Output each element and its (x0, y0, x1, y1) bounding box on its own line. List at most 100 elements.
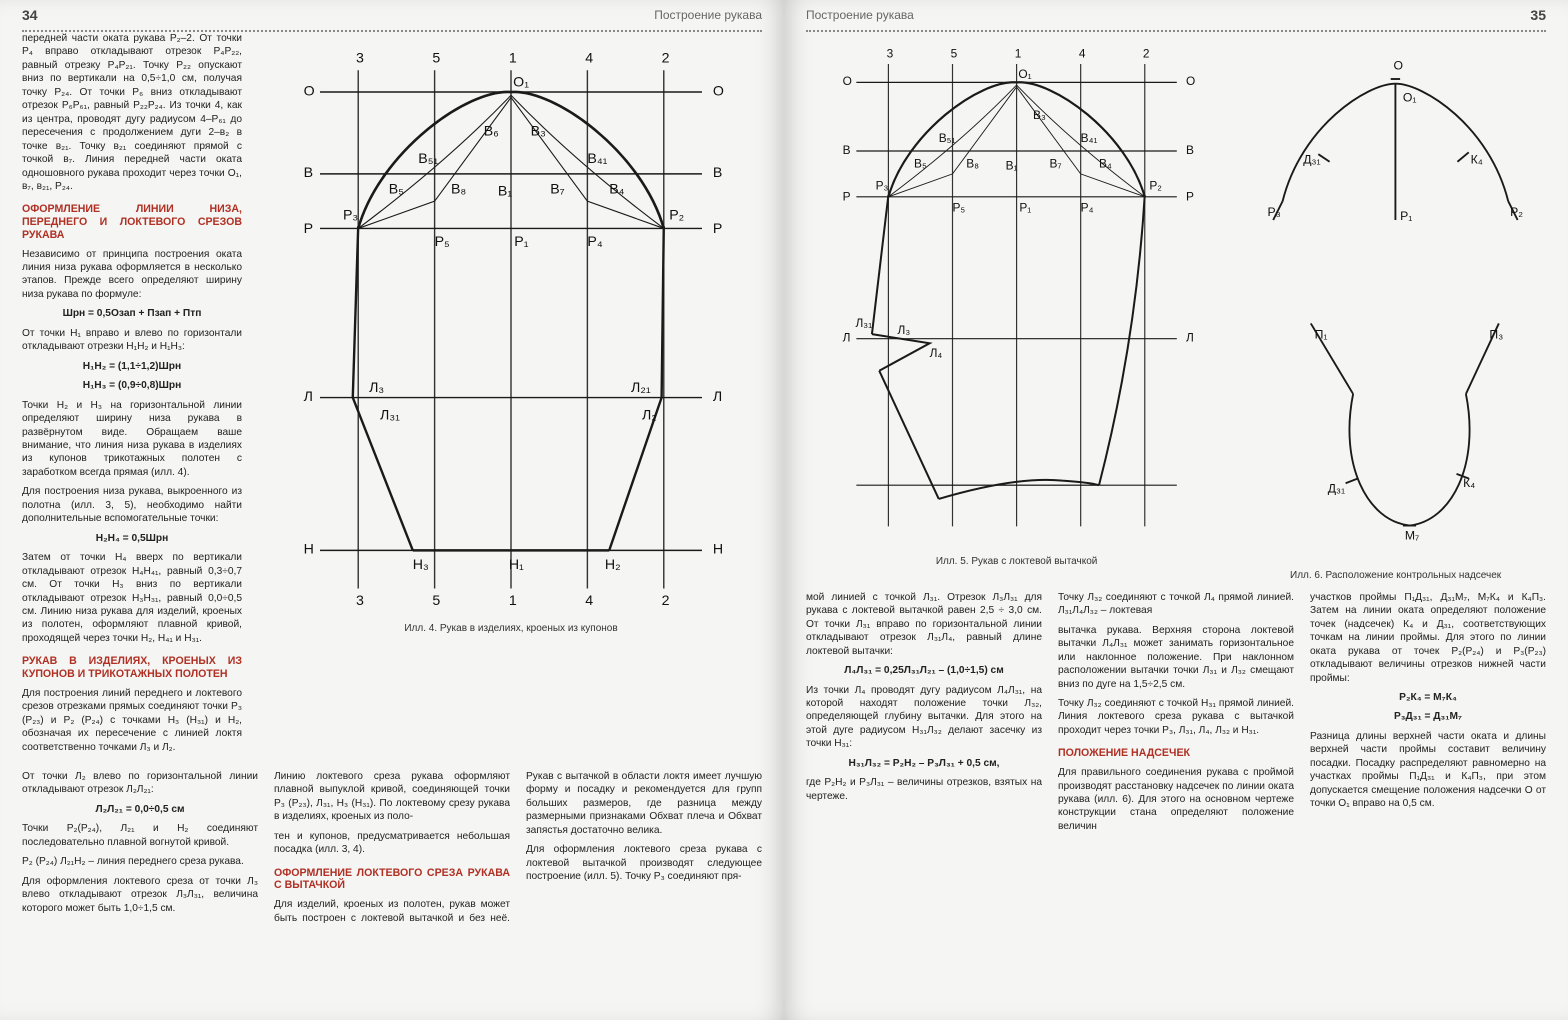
formula: Шрн = 0,5Озап + Пзап + Птп (22, 307, 242, 320)
para: Разница длины верхней части оката и длин… (1310, 730, 1546, 811)
svg-text:В₇: В₇ (550, 182, 564, 198)
para: Линию локтевого среза рукава оформляют п… (274, 770, 510, 824)
svg-text:В₈: В₈ (966, 157, 979, 171)
formula: Н₂Н₄ = 0,5Шрн (22, 532, 242, 545)
svg-text:Р₂: Р₂ (1510, 205, 1523, 219)
svg-text:Р₂: Р₂ (669, 208, 684, 224)
svg-text:В₅₁: В₅₁ (418, 151, 438, 167)
svg-text:В: В (713, 165, 722, 181)
svg-text:Р₄: Р₄ (1081, 200, 1094, 214)
svg-text:Р: Р (843, 189, 851, 203)
svg-text:5: 5 (951, 47, 958, 61)
svg-text:О₁: О₁ (1018, 67, 1031, 81)
para: Для оформления локтевого среза рукава с … (526, 843, 762, 883)
svg-text:Н: Н (713, 542, 723, 558)
svg-text:В₈: В₈ (451, 182, 466, 198)
svg-text:Р₂: Р₂ (1149, 178, 1162, 192)
para: Точку Л₃₂ соединяют с точкой Н₃₁ прямой … (1058, 697, 1294, 737)
svg-text:Р₅: Р₅ (952, 200, 965, 214)
svg-text:В₁: В₁ (498, 184, 512, 200)
svg-text:В₇: В₇ (1050, 157, 1062, 171)
para: Для построения низа рукава, выкроенного … (22, 485, 242, 525)
svg-text:5: 5 (432, 593, 440, 609)
para: Независимо от принципа построения оката … (22, 248, 242, 302)
svg-text:Л₂₁: Л₂₁ (631, 380, 651, 396)
svg-text:Д₃₁: Д₃₁ (1328, 482, 1345, 496)
svg-text:Р: Р (304, 221, 313, 237)
svg-text:Р₁: Р₁ (1400, 209, 1412, 223)
svg-text:Н₁: Н₁ (509, 557, 524, 573)
para: От точки Н₁ вправо и влево по горизонтал… (22, 327, 242, 354)
svg-text:Р₄: Р₄ (587, 234, 602, 250)
para: где Р₂Н₂ и Р₃Л₃₁ – величины отрезков, вз… (806, 776, 1042, 803)
svg-text:Л₃₁: Л₃₁ (855, 316, 872, 330)
formula: Н₁Н₂ = (1,1÷1,2)Шрн (22, 360, 242, 373)
svg-text:2: 2 (1143, 47, 1150, 61)
svg-text:Л₃: Л₃ (898, 323, 911, 337)
svg-text:Р₃: Р₃ (876, 178, 889, 192)
svg-text:В₄₁: В₄₁ (1081, 131, 1098, 145)
svg-text:Л₃₁: Л₃₁ (380, 407, 400, 423)
svg-text:В₄: В₄ (1099, 157, 1112, 171)
svg-text:В₅: В₅ (914, 157, 927, 171)
formula: Р₃Д₃₁ = Д₃₁М₇ (1310, 710, 1546, 723)
illustration-6: ОО₁ Д₃₁К₄ Р₃Р₂ Р₁ П₁П₃ Д₃₁К₄ М₇ Илл. 6. … (1245, 32, 1546, 581)
svg-text:О: О (1394, 59, 1404, 73)
svg-text:Н₂: Н₂ (605, 557, 621, 573)
svg-text:4: 4 (585, 593, 593, 609)
svg-text:В₅: В₅ (389, 182, 404, 198)
svg-text:О: О (1186, 74, 1195, 88)
left-column: передней части оката рукава Р₂–2. От точ… (22, 32, 242, 760)
svg-text:Л₂: Л₂ (642, 407, 657, 423)
heading: ОФОРМЛЕНИЕ ЛОКТЕВОГО СРЕЗА РУКАВА С ВЫТА… (274, 867, 510, 892)
para: участков проймы П₁Д₃₁, Д₃₁М₇, М₇К₄ и К₄П… (1310, 591, 1546, 685)
svg-text:2: 2 (662, 593, 670, 609)
page-number: 34 (22, 7, 38, 23)
para: Р₂ (Р₂₄) Л₂₁Н₂ – линия переднего среза р… (22, 855, 258, 868)
svg-text:Р₃: Р₃ (1268, 205, 1281, 219)
formula: Л₂Л₂₁ = 0,0÷0,5 см (22, 803, 258, 816)
svg-text:П₁: П₁ (1315, 327, 1328, 341)
svg-text:Н₃: Н₃ (413, 557, 429, 573)
svg-text:Л: Л (1186, 330, 1194, 344)
svg-text:Р₅: Р₅ (435, 234, 450, 250)
page-left: 34 Построение рукава передней части окат… (0, 0, 784, 1020)
svg-text:В₄₁: В₄₁ (587, 151, 607, 167)
svg-text:К₄: К₄ (1471, 153, 1483, 167)
svg-text:1: 1 (509, 593, 517, 609)
page-right: Построение рукава 35 (784, 0, 1568, 1020)
heading: ОФОРМЛЕНИЕ ЛИНИИ НИЗА, ПЕРЕДНЕГО И ЛОКТЕ… (22, 203, 242, 241)
svg-text:2: 2 (662, 51, 670, 67)
formula: Р₂К₄ = М₇К₄ (1310, 691, 1546, 704)
running-head-left: 34 Построение рукава (22, 0, 762, 32)
formula: Л₄Л₃₁ = 0,25Л₃₁Л₂₁ – (1,0÷1,5) см (806, 664, 1042, 677)
svg-text:В: В (843, 143, 851, 157)
svg-text:4: 4 (1079, 47, 1086, 61)
formula: Н₃₁Л₃₂ = Р₂Н₂ – Р₃Л₃₁ + 0,5 см, (806, 757, 1042, 770)
svg-text:Л: Л (304, 389, 313, 405)
svg-text:Р: Р (713, 221, 722, 237)
svg-text:3: 3 (356, 51, 364, 67)
caption-ill4: Илл. 4. Рукав в изделиях, кроеных из куп… (404, 623, 617, 634)
svg-text:В: В (1186, 143, 1194, 157)
para: Затем от точки Н₄ вверх по вертикали отк… (22, 551, 242, 645)
svg-text:О: О (713, 83, 724, 99)
svg-text:Р₁: Р₁ (514, 234, 528, 250)
svg-text:П₃: П₃ (1490, 327, 1504, 341)
svg-text:В₃: В₃ (531, 124, 546, 140)
para: Из точки Л₄ проводят дугу радиусом Л₄Л₃₁… (806, 684, 1042, 751)
para: Для построения линий переднего и локтево… (22, 687, 242, 754)
svg-text:В₆: В₆ (484, 124, 499, 140)
svg-text:Л: Л (843, 330, 851, 344)
heading: ПОЛОЖЕНИЕ НАДСЕЧЕК (1058, 747, 1294, 760)
svg-text:В₄: В₄ (609, 182, 624, 198)
running-title: Построение рукава (654, 8, 762, 22)
svg-text:Л₃: Л₃ (369, 380, 384, 396)
svg-text:М₇: М₇ (1405, 529, 1419, 543)
caption-ill5: Илл. 5. Рукав с локтевой вытачкой (936, 556, 1098, 567)
svg-text:В₁: В₁ (1006, 158, 1018, 172)
svg-text:Р₃: Р₃ (343, 208, 358, 224)
para: Точку Л₃₂ соединяют с точкой Л₄ прямой л… (1058, 591, 1294, 618)
svg-text:1: 1 (1015, 47, 1022, 61)
heading: РУКАВ В ИЗДЕЛИЯХ, КРОЕНЫХ ИЗ КУПОНОВ И Т… (22, 655, 242, 680)
